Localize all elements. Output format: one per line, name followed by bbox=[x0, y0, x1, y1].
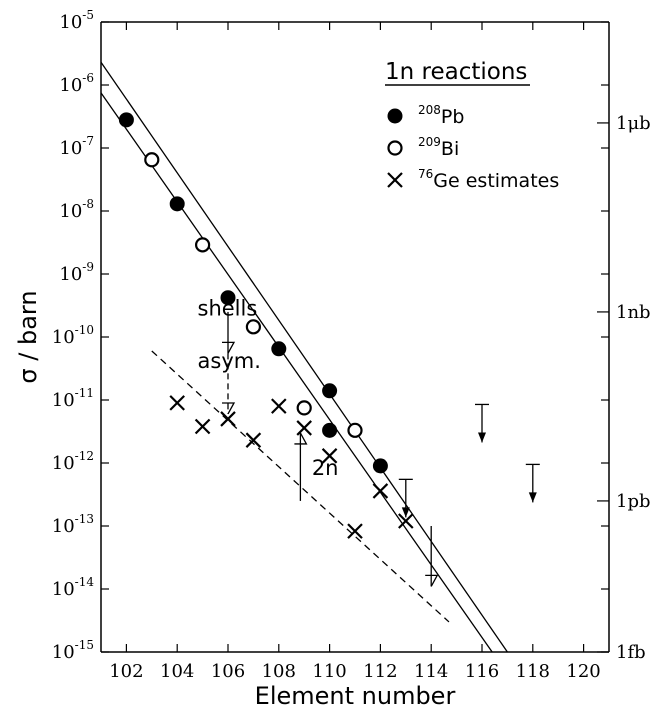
right-axis-labels: 1μb 1nb 1pb 1fb bbox=[616, 113, 650, 663]
legend-entry-label: 209Bi bbox=[418, 135, 459, 160]
x-tick-label: 112 bbox=[363, 661, 397, 682]
x-tick-label: 120 bbox=[566, 661, 600, 682]
y-tick-label: 10-11 bbox=[52, 386, 94, 411]
y-tick-label: 10-15 bbox=[52, 638, 94, 663]
pb208-point bbox=[372, 458, 388, 474]
annotation-label: 2n bbox=[312, 456, 339, 480]
x-axis-title: Element number bbox=[255, 682, 456, 710]
upper-limit-point bbox=[525, 463, 540, 503]
bi209-point bbox=[144, 152, 160, 168]
x-tick-label: 108 bbox=[262, 661, 296, 682]
x-tick-labels: 102 104 106 108 110 112 114 116 118 120 bbox=[109, 661, 601, 682]
x-tick-label: 104 bbox=[160, 661, 194, 682]
legend-entry-label: 208Pb bbox=[418, 103, 464, 128]
x-tick-label: 106 bbox=[211, 661, 245, 682]
y-tick-labels: 10-5 10-6 10-7 10-8 10-9 10-10 10-11 10-12 10-13… bbox=[52, 8, 95, 663]
legend-marker-cross bbox=[387, 172, 403, 188]
right-axis-label: 1fb bbox=[616, 642, 646, 663]
y-tick-label: 10-12 bbox=[52, 449, 94, 474]
ge76-point bbox=[194, 418, 211, 435]
ge76-point bbox=[398, 513, 414, 529]
legend-title: 1n reactions bbox=[385, 59, 527, 85]
y-axis-title: σ / barn bbox=[14, 290, 42, 383]
ge76-point bbox=[372, 483, 389, 499]
bi209-point bbox=[245, 319, 261, 335]
pb208-point bbox=[220, 290, 236, 306]
right-axis-label: 1nb bbox=[616, 302, 650, 323]
pb208-point bbox=[322, 422, 338, 438]
axis-ticks bbox=[101, 21, 609, 653]
legend: 1n reactions 208Pb 209Bi 76Ge estimates bbox=[385, 59, 559, 192]
legend-entry-label: 76Ge estimates bbox=[418, 167, 559, 192]
annotations: shells asym. 2n bbox=[198, 296, 339, 479]
ge76-point bbox=[321, 448, 338, 464]
right-axis-label: 1pb bbox=[616, 491, 650, 512]
x-tick-label: 116 bbox=[465, 661, 499, 682]
ge76-point bbox=[296, 420, 312, 436]
annotation-label: asym. bbox=[198, 349, 261, 373]
annotation-label: shells bbox=[198, 296, 258, 320]
bi209-point bbox=[347, 422, 363, 438]
ge76-point bbox=[271, 398, 287, 414]
arrow-head bbox=[222, 402, 236, 415]
y-tick-label: 10-6 bbox=[59, 71, 94, 96]
pb208-point bbox=[169, 196, 185, 212]
y-tick-label: 10-10 bbox=[52, 323, 94, 348]
arrow-head bbox=[425, 574, 439, 587]
right-axis-label: 1μb bbox=[616, 113, 650, 134]
y-tick-label: 10-9 bbox=[59, 260, 94, 285]
y-tick-label: 10-8 bbox=[59, 197, 94, 222]
annotation-arrows bbox=[222, 311, 439, 587]
arrow-head bbox=[294, 432, 308, 445]
trend-lines bbox=[100, 61, 508, 653]
data-points bbox=[118, 112, 540, 539]
bi209-point bbox=[195, 237, 211, 253]
y-tick-label: 10-13 bbox=[52, 512, 94, 537]
y-tick-label: 10-5 bbox=[59, 8, 94, 33]
ge76-point bbox=[220, 411, 236, 427]
y-tick-label: 10-14 bbox=[52, 575, 95, 600]
legend-marker-filled-circle bbox=[387, 108, 403, 124]
arrow-head bbox=[222, 341, 236, 354]
ge76-point bbox=[245, 432, 262, 448]
trend-line bbox=[100, 61, 508, 653]
legend-marker-open-circle bbox=[387, 140, 403, 156]
upper-limit-point bbox=[475, 403, 489, 443]
ge76-point bbox=[347, 523, 363, 539]
trend-line bbox=[100, 92, 493, 653]
x-tick-label: 114 bbox=[414, 661, 448, 682]
y-tick-label: 10-7 bbox=[59, 134, 94, 159]
pb208-point bbox=[271, 341, 287, 357]
x-tick-label: 118 bbox=[516, 661, 550, 682]
x-tick-label: 110 bbox=[312, 661, 346, 682]
pb208-point bbox=[118, 112, 134, 128]
upper-limit-point bbox=[398, 478, 413, 518]
ge76-point bbox=[169, 395, 185, 411]
plot-frame bbox=[100, 21, 610, 653]
bi209-point bbox=[296, 400, 312, 416]
x-tick-label: 102 bbox=[109, 661, 143, 682]
pb208-point bbox=[322, 383, 338, 399]
